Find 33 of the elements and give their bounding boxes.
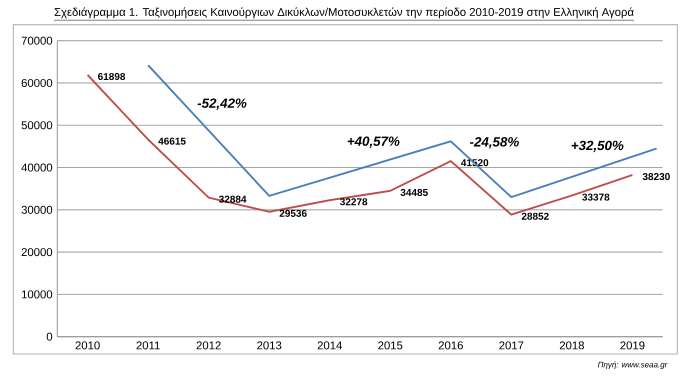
y-tick-label: 20000 [22, 248, 52, 256]
data-label: 29536 [280, 210, 307, 217]
data-label: 46615 [158, 138, 186, 145]
data-label: 32884 [218, 196, 246, 203]
annotation: -24,58% [470, 137, 519, 149]
annotation: +32,50% [572, 140, 624, 152]
annotation: -52,42% [198, 98, 246, 110]
y-tick-label: 50000 [22, 121, 52, 130]
y-tick-label: 0 [46, 332, 52, 341]
annotation: +40,57% [348, 136, 400, 148]
y-tick-label: 40000 [21, 164, 52, 172]
data-label: 32278 [340, 198, 368, 206]
x-tick-label: 2017 [499, 341, 524, 350]
x-tick-label: 2018 [560, 341, 584, 350]
x-tick-label: 2015 [378, 341, 402, 350]
x-tick-label: 2011 [136, 341, 160, 350]
y-tick-label: 60000 [22, 78, 52, 87]
x-tick-label: 2010 [76, 341, 100, 350]
x-tick-label: 2012 [196, 341, 221, 350]
data-label: 33378 [582, 194, 610, 201]
text: Πηγή: www.seaa.gr [598, 361, 668, 370]
data-label: 61898 [98, 72, 126, 80]
data-label: 34485 [400, 188, 428, 196]
y-tick-label: 30000 [22, 206, 52, 214]
y-tick-label: 10000 [22, 290, 52, 298]
y-tick-label: 70000 [22, 36, 52, 45]
data-label: 38230 [642, 173, 670, 180]
data-label: 28852 [522, 212, 549, 220]
x-tick-label: 2013 [257, 341, 282, 350]
x-tick-label: 2019 [620, 341, 644, 350]
chart-title: Σχεδιάγραμμα 1. Ταξινομήσεις Καινούργιων Δικύκλων/Μοτοσυκλετών την περίοδο 2010-2019 στην Ελληνική Αγορά [54, 7, 634, 18]
x-tick-label: 2016 [438, 341, 463, 350]
x-tick-label: 2014 [318, 341, 342, 350]
